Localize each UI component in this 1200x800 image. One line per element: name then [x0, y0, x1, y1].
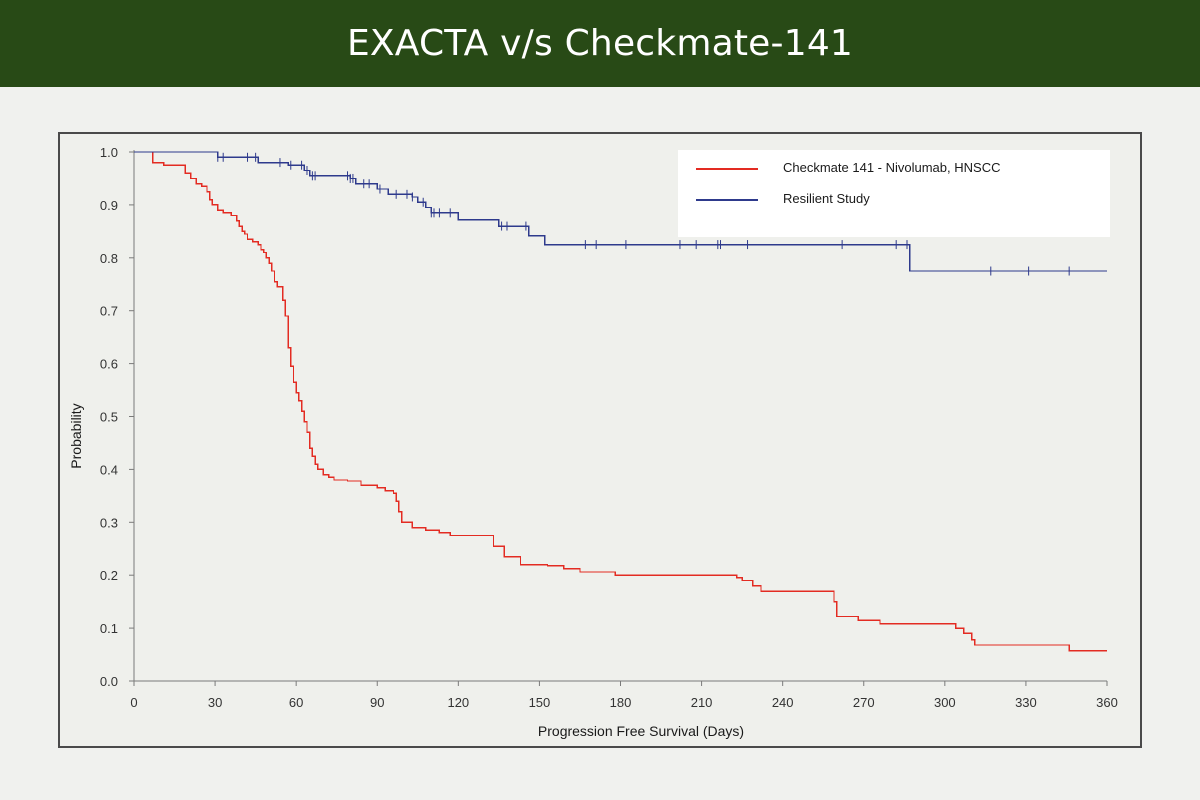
- y-tick-label: 0.7: [100, 304, 118, 319]
- y-tick-label: 0.2: [100, 568, 118, 583]
- x-tick-label: 240: [772, 695, 794, 710]
- x-tick-label: 150: [529, 695, 551, 710]
- x-tick-label: 0: [130, 695, 137, 710]
- x-tick-label: 180: [610, 695, 632, 710]
- x-tick-label: 90: [370, 695, 384, 710]
- y-tick-label: 1.0: [100, 145, 118, 160]
- legend-item-resilient: Resilient Study: [678, 190, 1110, 210]
- x-tick-label: 60: [289, 695, 303, 710]
- x-tick-label: 270: [853, 695, 875, 710]
- x-tick-label: 30: [208, 695, 222, 710]
- y-tick-label: 0.3: [100, 515, 118, 530]
- header-bar: EXACTA v/s Checkmate-141: [0, 0, 1200, 87]
- series-line-0: [134, 151, 1107, 652]
- x-tick-label: 120: [447, 695, 469, 710]
- y-tick-label: 0.8: [100, 251, 118, 266]
- chart-legend: Checkmate 141 - Nivolumab, HNSCC Resilie…: [678, 150, 1110, 237]
- x-tick-label: 360: [1096, 695, 1118, 710]
- y-tick-label: 0.0: [100, 674, 118, 689]
- legend-swatch-checkmate: [696, 168, 758, 170]
- y-tick-label: 0.9: [100, 198, 118, 213]
- y-tick-label: 0.4: [100, 462, 118, 477]
- y-tick-label: 0.6: [100, 357, 118, 372]
- page-title: EXACTA v/s Checkmate-141: [346, 23, 854, 64]
- legend-swatch-resilient: [696, 199, 758, 201]
- y-axis-label: Probability: [68, 403, 84, 468]
- legend-label-checkmate: Checkmate 141 - Nivolumab, HNSCC: [783, 160, 1001, 175]
- legend-item-checkmate: Checkmate 141 - Nivolumab, HNSCC: [678, 159, 1110, 179]
- x-tick-label: 210: [691, 695, 713, 710]
- x-tick-label: 300: [934, 695, 956, 710]
- y-tick-label: 0.5: [100, 410, 118, 425]
- legend-label-resilient: Resilient Study: [783, 191, 870, 206]
- x-axis-label: Progression Free Survival (Days): [538, 723, 744, 739]
- y-tick-label: 0.1: [100, 621, 118, 636]
- x-tick-label: 330: [1015, 695, 1037, 710]
